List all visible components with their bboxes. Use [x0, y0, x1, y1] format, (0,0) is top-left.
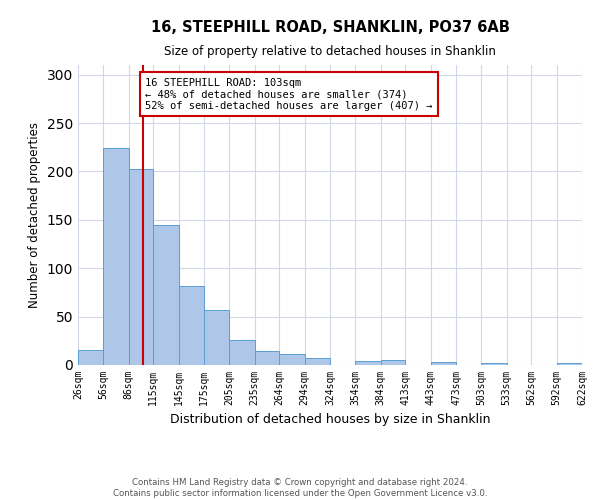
- Bar: [481, 363, 507, 365]
- X-axis label: Distribution of detached houses by size in Shanklin: Distribution of detached houses by size …: [170, 414, 490, 426]
- Bar: [129, 168, 153, 365]
- Bar: [381, 360, 405, 365]
- Y-axis label: Number of detached properties: Number of detached properties: [28, 122, 41, 308]
- Text: 16 STEEPHILL ROAD: 103sqm
← 48% of detached houses are smaller (374)
52% of semi: 16 STEEPHILL ROAD: 103sqm ← 48% of detac…: [145, 78, 433, 111]
- Bar: [103, 148, 129, 365]
- Bar: [153, 224, 179, 365]
- Bar: [229, 340, 255, 365]
- Bar: [255, 352, 279, 365]
- Bar: [279, 354, 305, 365]
- Text: 16, STEEPHILL ROAD, SHANKLIN, PO37 6AB: 16, STEEPHILL ROAD, SHANKLIN, PO37 6AB: [151, 20, 509, 35]
- Text: Size of property relative to detached houses in Shanklin: Size of property relative to detached ho…: [164, 45, 496, 58]
- Bar: [179, 286, 204, 365]
- Bar: [557, 363, 582, 365]
- Bar: [431, 362, 456, 365]
- Bar: [305, 358, 330, 365]
- Text: Contains HM Land Registry data © Crown copyright and database right 2024.
Contai: Contains HM Land Registry data © Crown c…: [113, 478, 487, 498]
- Bar: [78, 350, 103, 365]
- Bar: [204, 310, 229, 365]
- Bar: [355, 361, 381, 365]
